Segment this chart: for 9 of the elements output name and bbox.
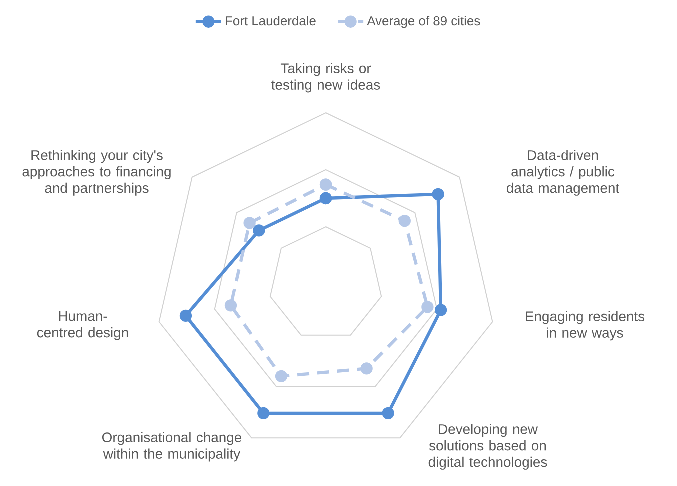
spoke-label: Developing new solutions based on digital technologies [428,424,548,470]
spoke-label: Rethinking your city's approaches to financing and partnerships [22,150,171,196]
spoke-label: Human-centred design [37,312,128,340]
legend-label: Fort Lauderdale [226,16,316,26]
spoke-label: Engaging residents in new ways [526,311,645,341]
spoke-label: Organisational change within the municipality [102,432,242,462]
legend-label: Average of 89 cities [367,16,480,28]
spoke-label: Taking risks or testing new ideas [272,63,380,93]
spoke-label: Data-driven analytics / public data management [506,150,620,196]
